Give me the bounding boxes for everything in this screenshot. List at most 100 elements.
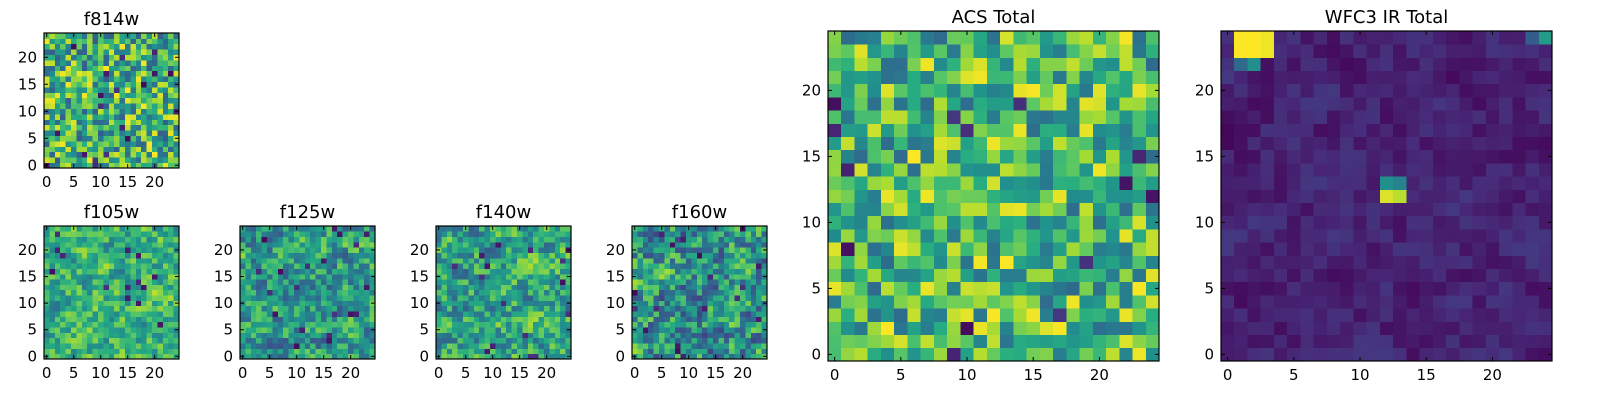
heatmap-cell	[484, 321, 491, 328]
heatmap-cell	[245, 247, 252, 253]
heatmap-cell	[92, 81, 99, 88]
heatmap-cell	[468, 295, 475, 301]
heatmap-cell	[337, 353, 343, 360]
heatmap-cell	[637, 289, 644, 296]
heatmap-cell	[632, 289, 638, 296]
heatmap-cell	[1000, 202, 1014, 217]
heatmap-cell	[484, 305, 491, 312]
heatmap-cell	[933, 347, 948, 362]
heatmap-cell	[103, 300, 110, 307]
heatmap-cell	[87, 263, 93, 269]
heatmap-cell	[894, 163, 908, 177]
heatmap-cell	[734, 226, 741, 232]
heatmap-cell	[1406, 163, 1420, 177]
heatmap-cell	[76, 135, 83, 142]
heatmap-cell	[1300, 189, 1315, 203]
heatmap-cell	[125, 157, 131, 163]
heatmap-cell	[146, 43, 153, 50]
heatmap-cell	[920, 149, 935, 164]
heatmap-cell	[114, 38, 120, 45]
heatmap-cell	[1092, 334, 1107, 349]
heatmap-cell	[240, 268, 246, 275]
heatmap-cell	[854, 347, 869, 362]
heatmap-cell	[1092, 97, 1107, 111]
heatmap-cell	[1066, 215, 1080, 230]
heatmap-cell	[1132, 334, 1147, 349]
heatmap-cell	[867, 242, 882, 256]
heatmap-cell	[854, 163, 869, 177]
heatmap-cell	[326, 300, 333, 307]
heatmap-cell	[294, 300, 300, 307]
heatmap-cell	[1132, 242, 1147, 256]
heatmap-cell	[632, 305, 638, 312]
heatmap-cell	[168, 92, 174, 99]
heatmap-cell	[76, 119, 83, 126]
heatmap-cell	[527, 241, 534, 248]
heatmap-cell	[1313, 163, 1328, 177]
heatmap-cell	[1145, 268, 1160, 283]
heatmap-cell	[468, 279, 475, 285]
heatmap-cell	[960, 215, 975, 230]
heatmap-cell	[152, 114, 158, 120]
heatmap-cell	[1079, 149, 1094, 164]
heatmap-cell	[250, 257, 257, 264]
heatmap-cell	[331, 263, 338, 269]
heatmap-cell	[1119, 110, 1133, 124]
heatmap-cell	[1300, 176, 1315, 190]
heatmap-cell	[277, 284, 284, 291]
heatmap-cell	[245, 316, 252, 323]
heatmap-cell	[152, 151, 158, 158]
heatmap-cell	[141, 337, 147, 344]
heatmap-cell	[168, 311, 174, 317]
heatmap-cell	[947, 70, 961, 85]
heatmap-cell	[168, 289, 174, 296]
heatmap-cell	[632, 295, 638, 301]
heatmap-cell	[867, 44, 882, 58]
heatmap-cell	[920, 189, 935, 203]
heatmap-cell	[54, 279, 61, 285]
heatmap-cell	[713, 252, 719, 259]
heatmap-cell	[527, 257, 534, 264]
heatmap-cell	[1221, 149, 1235, 164]
heatmap-cell	[337, 284, 343, 291]
heatmap-cell	[1013, 176, 1027, 190]
heatmap-cell	[554, 343, 561, 349]
heatmap-cell	[554, 231, 561, 238]
heatmap-cell	[125, 49, 131, 55]
heatmap-cell	[44, 311, 50, 317]
y-tick-label: 15	[214, 268, 233, 286]
heatmap-cell	[446, 279, 453, 285]
heatmap-cell	[1234, 97, 1248, 111]
heatmap-cell	[680, 252, 687, 259]
heatmap-cell	[669, 327, 676, 333]
heatmap-cell	[162, 92, 169, 99]
heatmap-cell	[326, 343, 333, 349]
heatmap-cell	[1039, 321, 1054, 335]
heatmap-cell	[841, 229, 855, 243]
heatmap-cell	[103, 226, 110, 232]
heatmap-cell	[146, 114, 153, 120]
heatmap-cell	[484, 300, 491, 307]
heatmap-cell	[310, 226, 316, 232]
heatmap-cell	[337, 273, 343, 280]
heatmap-cell	[1287, 215, 1301, 230]
heatmap-cell	[867, 347, 882, 362]
heatmap-cell	[87, 33, 93, 39]
heatmap-cell	[125, 348, 131, 355]
heatmap-cell	[718, 327, 725, 333]
heatmap-cell	[272, 353, 279, 360]
heatmap-cell	[130, 305, 137, 312]
heatmap-cell	[299, 321, 306, 328]
heatmap-cell	[527, 321, 534, 328]
heatmap-cell	[745, 252, 752, 259]
heatmap-cell	[1092, 295, 1107, 309]
heatmap-cell	[304, 300, 311, 307]
heatmap-cell	[473, 316, 480, 323]
heatmap-cell	[369, 348, 376, 355]
heatmap-cell	[353, 279, 360, 285]
heatmap-cell	[632, 263, 638, 269]
heatmap-cell	[484, 241, 491, 248]
heatmap-cell	[49, 353, 56, 360]
heatmap-cell	[272, 305, 279, 312]
heatmap-cell	[342, 332, 349, 339]
